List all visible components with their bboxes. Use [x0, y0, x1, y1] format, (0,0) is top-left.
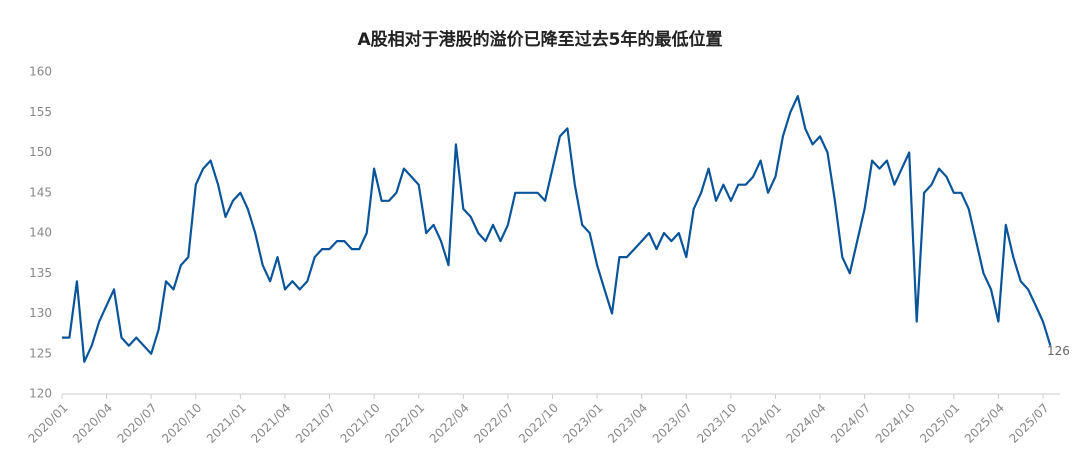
y-tick-label: 145	[29, 185, 52, 199]
x-tick-label: 2023/04	[605, 401, 650, 446]
x-tick-label: 2023/07	[650, 401, 695, 446]
x-tick-label: 2024/01	[739, 401, 784, 446]
y-tick-label: 130	[29, 306, 52, 320]
x-tick-label: 2021/07	[293, 401, 338, 446]
x-tick-label: 2020/01	[25, 401, 70, 446]
x-tick-label: 2021/01	[204, 401, 249, 446]
y-tick-label: 120	[29, 387, 52, 401]
y-tick-label: 150	[29, 145, 52, 159]
x-tick-label: 2024/10	[873, 401, 918, 446]
x-tick-label: 2021/04	[248, 401, 293, 446]
x-tick-label: 2020/10	[159, 401, 204, 446]
y-tick-label: 155	[29, 105, 52, 119]
y-tick-label: 125	[29, 346, 52, 360]
x-tick-label: 2023/10	[694, 401, 739, 446]
y-tick-label: 135	[29, 266, 52, 280]
x-tick-label: 2025/04	[962, 401, 1007, 446]
x-tick-label: 2025/07	[1006, 401, 1051, 446]
line-series	[62, 95, 1052, 363]
x-tick-label: 2020/07	[115, 401, 160, 446]
chart-title: A股相对于港股的溢价已降至过去5年的最低位置	[358, 29, 723, 50]
x-tick-label: 2024/04	[783, 401, 828, 446]
x-tick-label: 2025/01	[917, 401, 962, 446]
x-tick-label: 2022/04	[427, 401, 472, 446]
data-label: 126	[1047, 344, 1070, 358]
x-tick-label: 2024/07	[828, 401, 873, 446]
x-tick-label: 2022/10	[516, 401, 561, 446]
x-tick-label: 2021/10	[338, 401, 383, 446]
x-tick-label: 2023/01	[561, 401, 606, 446]
x-tick-label: 2022/01	[382, 401, 427, 446]
y-tick-label: 140	[29, 226, 52, 240]
x-tick-label: 2022/07	[471, 401, 516, 446]
x-tick-label: 2020/04	[70, 401, 115, 446]
y-tick-label: 160	[29, 65, 52, 79]
